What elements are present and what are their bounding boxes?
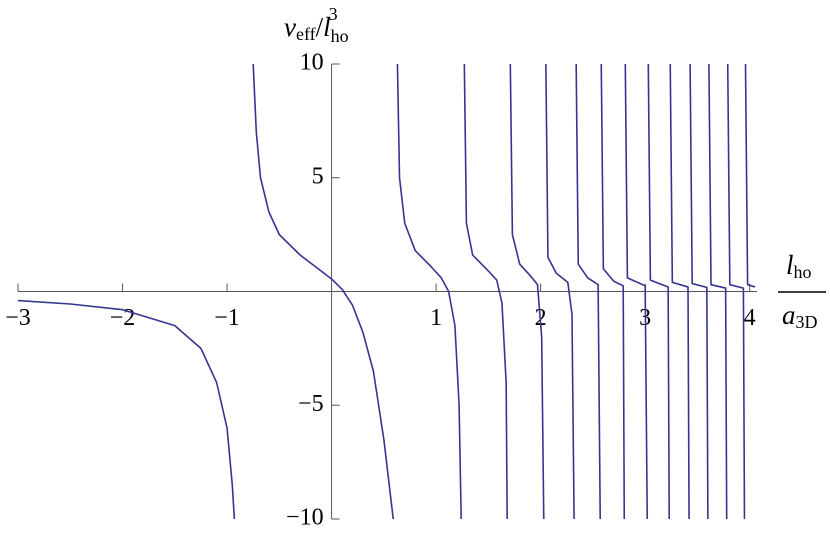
y-tick-label: −10 [286,505,324,531]
curve-branch [600,63,626,520]
curve-branch [647,63,671,520]
curve-branch [509,63,545,520]
y-label-part: l [323,12,331,42]
y-label-part: / [316,12,324,42]
x-tick-label: 1 [430,305,442,331]
y-label-part: v [284,12,296,42]
curve-branch [17,299,236,520]
x-label-part: a [782,300,796,330]
curve-branch [624,63,649,520]
curve-branch [726,63,746,520]
curve-branch [708,63,728,520]
x-tick-label: −1 [214,305,240,331]
y-tick-label: 5 [312,163,324,189]
curve-branch [545,63,575,520]
curve-branch [252,63,395,520]
x-label-part: l [786,250,794,280]
curve-branch [689,63,709,520]
y-label-part: eff [296,24,316,44]
curve-branch [744,63,756,288]
curve-branch [575,63,602,520]
x-label-part: 3D [796,312,818,332]
curve-branch [669,63,690,520]
x-tick-label: −3 [5,305,31,331]
y-tick-label: 10 [300,50,324,76]
x-label-part: ho [794,262,812,282]
curve-branch [396,63,462,520]
y-label-part: 3 [329,4,338,24]
y-axis-label: veff/lho3 [284,4,349,46]
x-axis-label-denominator: a3D [782,300,818,332]
y-label-part: ho [331,26,349,46]
x-axis-label-numerator: lho [786,250,812,282]
y-tick-label: −5 [298,391,324,417]
curve-branch [463,63,508,520]
x-tick-label: 4 [744,305,756,331]
